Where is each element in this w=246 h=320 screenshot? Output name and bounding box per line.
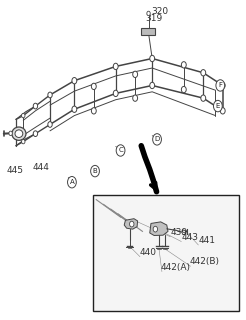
Text: F: F bbox=[218, 83, 222, 88]
Circle shape bbox=[133, 71, 138, 77]
Text: C: C bbox=[118, 148, 123, 154]
Circle shape bbox=[153, 226, 157, 232]
Circle shape bbox=[133, 95, 138, 101]
Circle shape bbox=[22, 140, 25, 144]
Circle shape bbox=[201, 95, 206, 101]
Circle shape bbox=[116, 145, 125, 156]
Polygon shape bbox=[150, 222, 168, 236]
Circle shape bbox=[220, 82, 225, 89]
Circle shape bbox=[181, 62, 186, 68]
Circle shape bbox=[33, 103, 38, 109]
Circle shape bbox=[91, 83, 96, 90]
Text: 442(B): 442(B) bbox=[190, 257, 220, 266]
Circle shape bbox=[113, 90, 118, 97]
Circle shape bbox=[153, 134, 161, 145]
Text: 439: 439 bbox=[170, 228, 187, 237]
Ellipse shape bbox=[15, 130, 23, 138]
Text: 441: 441 bbox=[198, 236, 215, 245]
Text: 319: 319 bbox=[145, 14, 162, 23]
Circle shape bbox=[72, 106, 77, 112]
Text: 440: 440 bbox=[140, 248, 157, 257]
Circle shape bbox=[91, 108, 96, 114]
Bar bbox=[92, 195, 239, 311]
Circle shape bbox=[33, 131, 38, 137]
Circle shape bbox=[150, 82, 155, 89]
Circle shape bbox=[48, 92, 52, 98]
Circle shape bbox=[220, 108, 225, 114]
Circle shape bbox=[9, 131, 12, 136]
Polygon shape bbox=[124, 219, 138, 229]
Circle shape bbox=[150, 55, 155, 62]
Text: 445: 445 bbox=[6, 166, 23, 175]
Circle shape bbox=[22, 113, 25, 118]
Bar bbox=[141, 28, 155, 35]
Circle shape bbox=[130, 221, 134, 227]
Text: 443: 443 bbox=[181, 233, 198, 242]
Circle shape bbox=[147, 11, 150, 16]
Circle shape bbox=[113, 63, 118, 69]
Circle shape bbox=[214, 100, 222, 112]
Text: 320: 320 bbox=[152, 7, 169, 16]
Ellipse shape bbox=[12, 127, 26, 140]
Text: E: E bbox=[216, 103, 220, 109]
Text: 442(A): 442(A) bbox=[161, 263, 191, 272]
Circle shape bbox=[68, 177, 76, 188]
Circle shape bbox=[91, 165, 99, 177]
Text: A: A bbox=[70, 179, 74, 185]
Text: 444: 444 bbox=[33, 164, 50, 172]
Text: D: D bbox=[154, 136, 160, 142]
Circle shape bbox=[182, 230, 185, 235]
Circle shape bbox=[216, 80, 225, 91]
Circle shape bbox=[181, 86, 186, 93]
Text: B: B bbox=[93, 168, 97, 174]
Circle shape bbox=[48, 122, 52, 127]
Circle shape bbox=[72, 77, 77, 84]
Circle shape bbox=[201, 69, 206, 76]
